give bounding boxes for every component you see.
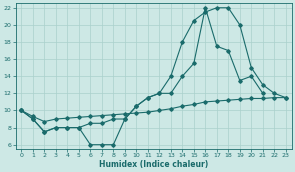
X-axis label: Humidex (Indice chaleur): Humidex (Indice chaleur) <box>99 159 208 169</box>
